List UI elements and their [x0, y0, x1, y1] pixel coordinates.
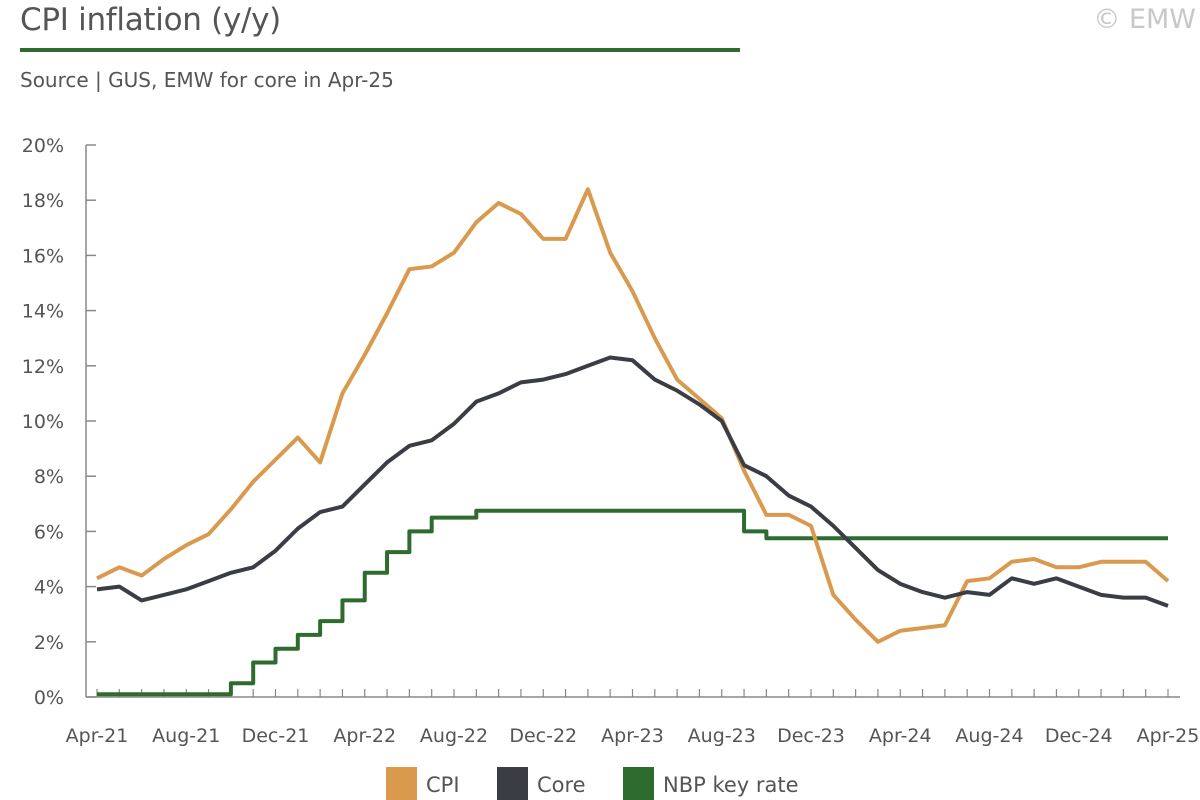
- x-tick-label: Dec-21: [242, 725, 310, 747]
- series-line-nbp-key-rate: [97, 508, 1168, 697]
- legend-swatch-nbp-key-rate: [623, 767, 654, 800]
- x-tick-label: Aug-23: [688, 725, 756, 747]
- x-tick-label: Aug-22: [420, 725, 488, 747]
- series-layer: [96, 187, 1170, 697]
- x-tick-label: Apr-25: [1137, 725, 1200, 747]
- y-tick-label: 12%: [22, 356, 64, 378]
- y-tick-label: 16%: [22, 245, 64, 267]
- title-underline: [20, 48, 740, 52]
- x-tick-label: Dec-22: [509, 725, 577, 747]
- x-tick-label: Apr-23: [601, 725, 664, 747]
- y-tick-label: 0%: [34, 687, 64, 709]
- y-tick-label: 14%: [22, 301, 64, 323]
- x-tick-label: Apr-24: [869, 725, 932, 747]
- y-tick-label: 20%: [22, 135, 64, 157]
- x-tick-label: Dec-23: [777, 725, 845, 747]
- legend: CPI Core NBP key rate: [386, 767, 799, 800]
- x-tick-label: Apr-21: [66, 725, 129, 747]
- legend-label-cpi: CPI: [426, 773, 460, 797]
- legend-swatch-core: [497, 767, 528, 800]
- chart-subtitle: Source | GUS, EMW for core in Apr-25: [20, 68, 394, 92]
- y-tick-label: 4%: [34, 577, 64, 599]
- x-tick-label: Dec-24: [1045, 725, 1113, 747]
- x-axis: Apr-21 Aug-21 Dec-21 Apr-22 Aug-22 Dec-22 Apr-…: [66, 689, 1200, 747]
- x-tick-label: Aug-24: [955, 725, 1023, 747]
- legend-label-nbp-key-rate: NBP key rate: [663, 773, 799, 797]
- legend-swatch-cpi: [386, 767, 417, 800]
- x-tick-label: Aug-21: [152, 725, 220, 747]
- series-line-cpi: [96, 187, 1170, 644]
- y-tick-label: 18%: [22, 190, 64, 212]
- copyright-mark: © EMW: [1093, 4, 1196, 35]
- y-tick-label: 10%: [22, 411, 64, 433]
- y-tick-label: 2%: [34, 632, 64, 654]
- y-tick-label: 6%: [34, 521, 64, 543]
- x-tick-label: Apr-22: [333, 725, 396, 747]
- y-tick-label: 8%: [34, 466, 64, 488]
- series-line-core: [96, 355, 1169, 608]
- legend-label-core: Core: [537, 773, 586, 797]
- y-axis: 0% 2% 4% 6% 8% 10% 12% 14% 16% 18% 20%: [22, 135, 96, 709]
- chart-title: CPI inflation (y/y): [20, 2, 281, 38]
